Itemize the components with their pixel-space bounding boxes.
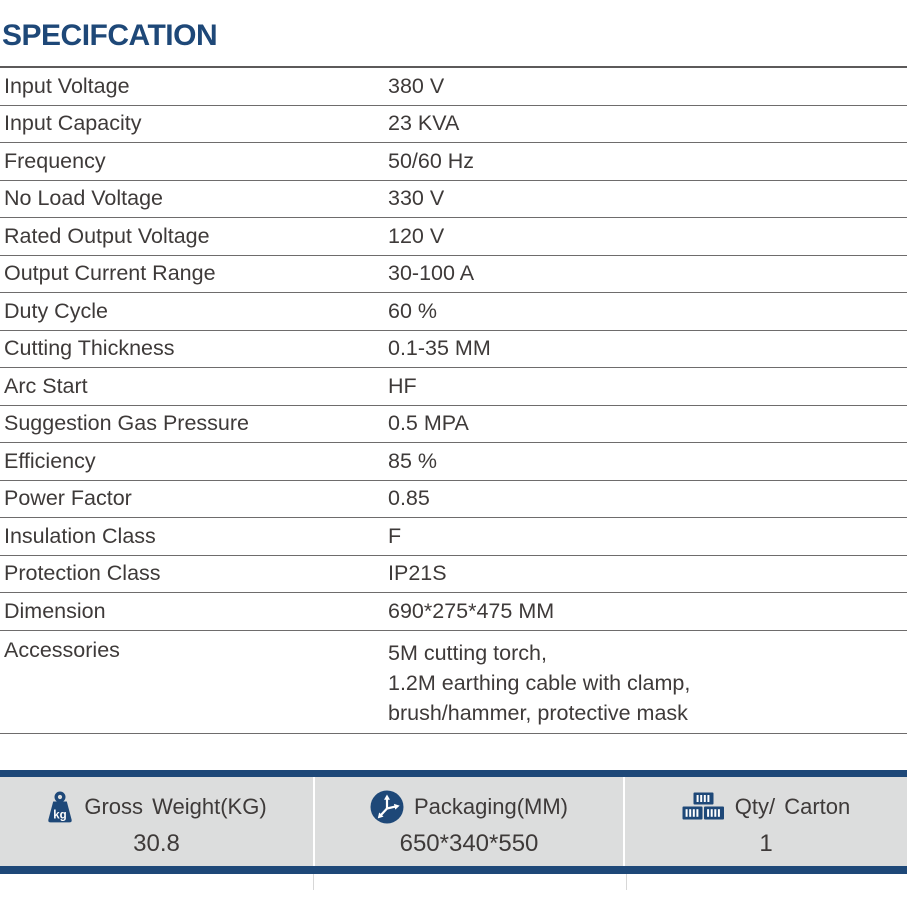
spec-value: 0.85 [388,486,430,511]
spec-value: HF [388,373,417,398]
column-divider-stub [313,874,314,890]
table-row: Input Voltage 380 V [0,68,907,106]
accessories-line: 5M cutting torch, [388,640,547,665]
spec-value: 120 V [388,223,445,248]
top-accent-rule [0,770,907,777]
spec-label: Accessories [4,637,120,662]
spec-label: Dimension [4,598,106,623]
table-row-accessories: Accessories 5M cutting torch, 1.2M earth… [0,631,907,734]
qty-carton-label: Qty/ Carton [734,794,851,819]
table-row: Dimension 690*275*475 MM [0,593,907,631]
spec-value-multiline: 5M cutting torch, 1.2M earthing cable wi… [384,631,907,728]
table-row: Protection Class IP21S [0,556,907,593]
qty-carton-cell: Qty/ Carton 1 [625,777,907,866]
gross-weight-value: 30.8 [133,830,180,857]
spec-label: Rated Output Voltage [4,223,210,248]
svg-text:kg: kg [54,809,67,821]
column-divider-stub [626,874,627,890]
bottom-accent-rule [0,866,907,874]
gross-weight-cell: kg Gross Weight(KG) 30.8 [0,777,313,866]
spec-value: 60 % [388,298,438,323]
spec-label: Input Capacity [4,111,142,136]
packaging-value: 650*340*550 [399,830,539,857]
spec-label: Duty Cycle [4,298,108,323]
kg-weight-icon: kg [46,791,74,824]
packaging-label: Packaging(MM) [413,794,569,819]
table-row: Efficiency 85 % [0,443,907,481]
spec-label: Input Voltage [4,73,130,98]
accessories-line: 1.2M earthing cable with clamp, [388,670,691,695]
gross-weight-head: kg Gross Weight(KG) [0,784,313,830]
packaging-head: Packaging(MM) [315,784,623,830]
spec-value: 23 KVA [388,111,460,136]
table-row: Output Current Range 30-100 A [0,256,907,293]
spec-value: 330 V [388,186,445,211]
qty-carton-head: Qty/ Carton [625,784,907,830]
spec-value: F [388,523,402,548]
spec-label: Insulation Class [4,523,156,548]
table-row: Suggestion Gas Pressure 0.5 MPA [0,406,907,443]
spec-value: 0.1-35 MM [388,336,491,361]
packing-body: kg Gross Weight(KG) 30.8 [0,777,907,866]
table-row: Arc Start HF [0,368,907,406]
table-row: Duty Cycle 60 % [0,293,907,331]
spec-value: 85 % [388,448,438,473]
table-row: Rated Output Voltage 120 V [0,218,907,256]
spec-label: Suggestion Gas Pressure [4,411,249,436]
packaging-cell: Packaging(MM) 650*340*550 [313,777,625,866]
carton-stack-icon [682,792,725,822]
spec-table: Input Voltage 380 V Input Capacity 23 KV… [0,66,907,734]
table-row: No Load Voltage 330 V [0,181,907,218]
gross-weight-label: Gross Weight(KG) [84,794,267,819]
page-title: SPECIFCATION [2,19,218,52]
spec-value: IP21S [388,561,447,586]
spec-label: Arc Start [4,373,88,398]
table-row: Input Capacity 23 KVA [0,106,907,143]
packing-info-bar: kg Gross Weight(KG) 30.8 [0,770,907,890]
spec-label: Power Factor [4,486,132,511]
spec-label: Efficiency [4,448,96,473]
spec-value: 50/60 Hz [388,148,475,173]
table-row: Frequency 50/60 Hz [0,143,907,181]
accessories-line: brush/hammer, protective mask [388,700,688,725]
qty-carton-value: 1 [759,830,773,857]
table-row: Cutting Thickness 0.1-35 MM [0,331,907,368]
spec-label: Cutting Thickness [4,336,175,361]
spec-label: No Load Voltage [4,186,163,211]
spec-value: 0.5 MPA [388,411,469,436]
package-dimensions-icon [370,790,404,824]
spec-label: Frequency [4,148,106,173]
spec-label: Protection Class [4,561,161,586]
table-row: Insulation Class F [0,518,907,556]
spec-value: 690*275*475 MM [388,598,555,623]
table-row: Power Factor 0.85 [0,481,907,518]
spec-label: Output Current Range [4,261,216,286]
spec-value: 30-100 A [388,261,475,286]
spec-value: 380 V [388,73,445,98]
